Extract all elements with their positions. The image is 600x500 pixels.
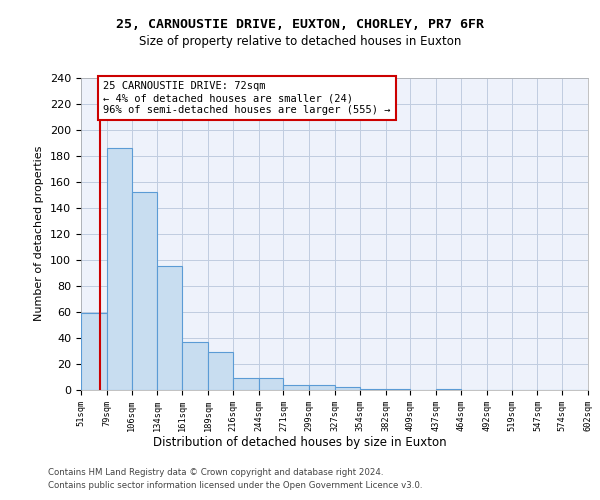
Text: 25 CARNOUSTIE DRIVE: 72sqm
← 4% of detached houses are smaller (24)
96% of semi-: 25 CARNOUSTIE DRIVE: 72sqm ← 4% of detac… [103, 82, 391, 114]
Bar [182, 342, 208, 390]
Bar [360, 388, 386, 390]
Text: 25, CARNOUSTIE DRIVE, EUXTON, CHORLEY, PR7 6FR: 25, CARNOUSTIE DRIVE, EUXTON, CHORLEY, P… [116, 18, 484, 30]
Bar [81, 313, 107, 390]
Bar [259, 378, 283, 390]
Text: Contains HM Land Registry data © Crown copyright and database right 2024.: Contains HM Land Registry data © Crown c… [48, 468, 383, 477]
Text: Contains public sector information licensed under the Open Government Licence v3: Contains public sector information licen… [48, 480, 422, 490]
Bar [309, 385, 335, 390]
Text: Distribution of detached houses by size in Euxton: Distribution of detached houses by size … [153, 436, 447, 449]
Bar [436, 388, 461, 390]
Bar [157, 266, 182, 390]
Bar [131, 192, 157, 390]
Bar [335, 388, 360, 390]
Bar [386, 388, 410, 390]
Text: Size of property relative to detached houses in Euxton: Size of property relative to detached ho… [139, 35, 461, 48]
Y-axis label: Number of detached properties: Number of detached properties [34, 146, 44, 322]
Bar [208, 352, 233, 390]
Bar [283, 385, 309, 390]
Bar [107, 148, 131, 390]
Bar [233, 378, 259, 390]
